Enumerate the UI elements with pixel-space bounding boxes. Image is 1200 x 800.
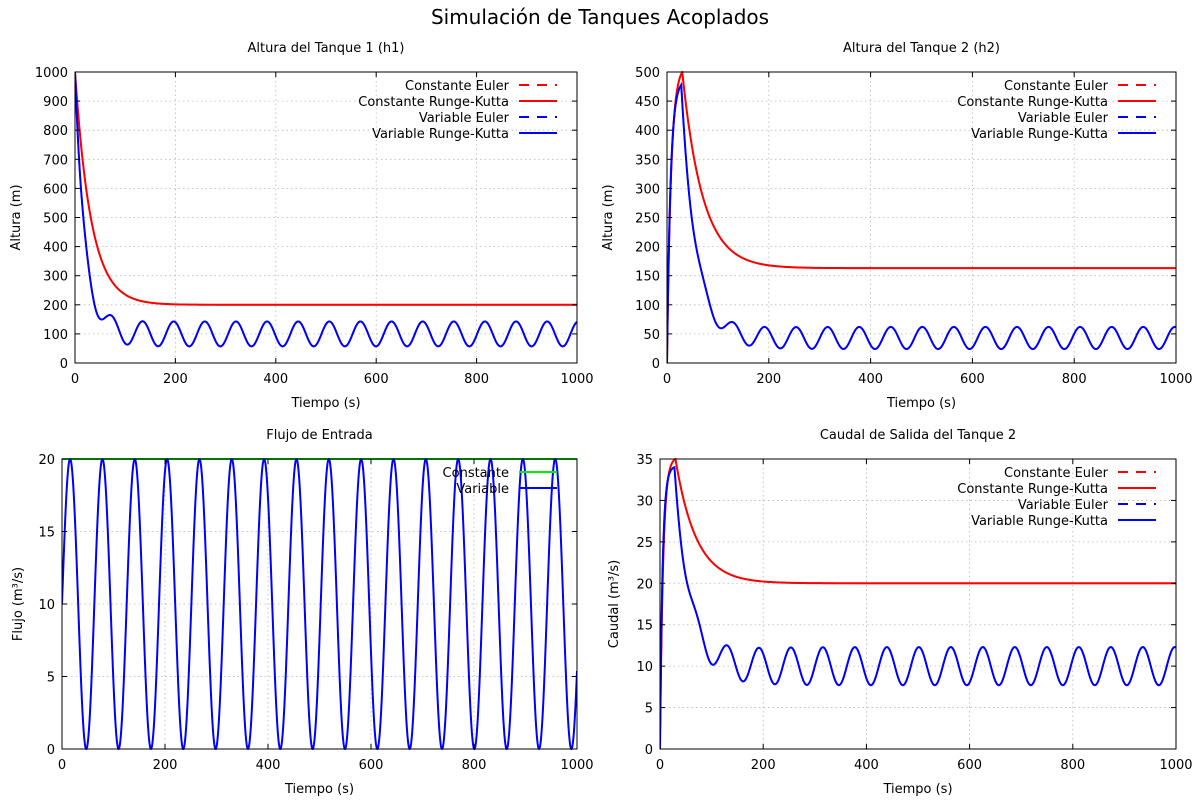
x-tick-label: 200 xyxy=(751,758,776,773)
y-tick-label: 0 xyxy=(47,743,55,758)
legend-label: Variable Runge-Kutta xyxy=(372,127,509,142)
y-tick-label: 0 xyxy=(60,357,68,372)
x-axis-label: Tiempo (s) xyxy=(882,782,952,797)
x-tick-label: 200 xyxy=(756,372,781,387)
panel-title: Altura del Tanque 2 (h2) xyxy=(843,41,1000,56)
x-tick-label: 400 xyxy=(858,372,883,387)
y-tick-label: 25 xyxy=(636,536,653,551)
x-tick-label: 0 xyxy=(663,372,671,387)
legend-label: Constante Euler xyxy=(405,79,510,94)
y-tick-label: 100 xyxy=(43,328,68,343)
x-tick-label: 400 xyxy=(854,758,879,773)
legend-label: Constante xyxy=(443,466,509,481)
y-tick-label: 50 xyxy=(643,328,660,343)
y-tick-label: 200 xyxy=(43,299,68,314)
x-tick-label: 800 xyxy=(1060,758,1085,773)
chart-panel-2: 0 200 400 600 800 1000 0 50 100 150 200 250 300 350 40… xyxy=(601,41,1193,411)
legend-label: Constante Euler xyxy=(1004,79,1109,94)
y-tick-label: 30 xyxy=(636,494,653,509)
y-tick-label: 900 xyxy=(43,95,68,110)
x-tick-label: 0 xyxy=(71,372,79,387)
x-tick-label: 200 xyxy=(153,758,178,773)
chart-panel-3: 0 200 400 600 800 1000 0 5 10 15 20 Flujo de Entrad… xyxy=(11,428,594,797)
y-tick-label: 500 xyxy=(635,66,660,81)
x-tick-label: 800 xyxy=(464,372,489,387)
y-tick-label: 500 xyxy=(43,212,68,227)
y-tick-label: 400 xyxy=(43,241,68,256)
x-tick-label: 0 xyxy=(58,758,66,773)
series-line-variable-runge-kutta xyxy=(75,71,577,348)
x-tick-label: 1000 xyxy=(560,758,593,773)
x-axis-label: Tiempo (s) xyxy=(290,396,360,411)
y-axis-label: Flujo (m³/s) xyxy=(11,567,26,641)
y-tick-label: 10 xyxy=(38,598,55,613)
panel-title: Altura del Tanque 1 (h1) xyxy=(248,41,405,56)
y-tick-label: 100 xyxy=(635,299,660,314)
x-axis-label: Tiempo (s) xyxy=(284,782,354,797)
y-tick-label: 15 xyxy=(636,619,653,634)
y-tick-label: 700 xyxy=(43,153,68,168)
y-tick-label: 250 xyxy=(635,212,660,227)
y-tick-label: 350 xyxy=(635,153,660,168)
legend-label: Variable Euler xyxy=(419,111,510,126)
plot-frame xyxy=(659,458,1177,750)
x-tick-label: 600 xyxy=(359,758,384,773)
legend-label: Variable Runge-Kutta xyxy=(971,514,1108,529)
legend-label: Variable Euler xyxy=(1018,498,1109,513)
series-line-variable-runge-kutta xyxy=(667,81,1176,364)
x-tick-label: 200 xyxy=(163,372,188,387)
y-axis-label: Altura (m) xyxy=(601,184,616,250)
panel-title: Flujo de Entrada xyxy=(266,428,373,443)
y-tick-label: 600 xyxy=(43,182,68,197)
y-tick-label: 5 xyxy=(645,702,653,717)
y-tick-label: 150 xyxy=(635,270,660,285)
y-axis-label: Altura (m) xyxy=(9,184,24,250)
y-tick-label: 15 xyxy=(38,526,55,541)
y-tick-label: 5 xyxy=(47,671,55,686)
y-tick-label: 450 xyxy=(635,95,660,110)
y-tick-label: 10 xyxy=(636,660,653,675)
legend-label: Constante Euler xyxy=(1004,466,1109,481)
y-tick-label: 300 xyxy=(635,182,660,197)
x-tick-label: 800 xyxy=(1062,372,1087,387)
y-tick-label: 0 xyxy=(645,743,653,758)
legend-label: Variable Runge-Kutta xyxy=(971,127,1108,142)
y-tick-label: 800 xyxy=(43,124,68,139)
series-line-constante-runge-kutta xyxy=(667,71,1176,364)
series-line-constante-runge-kutta xyxy=(75,71,577,306)
y-tick-label: 300 xyxy=(43,270,68,285)
y-tick-label: 35 xyxy=(636,453,653,468)
y-tick-label: 200 xyxy=(635,241,660,256)
panel-title: Caudal de Salida del Tanque 2 xyxy=(820,428,1016,443)
x-tick-label: 400 xyxy=(263,372,288,387)
x-tick-label: 600 xyxy=(960,372,985,387)
y-tick-label: 0 xyxy=(652,357,660,372)
y-axis-label: Caudal (m³/s) xyxy=(607,560,622,648)
series-line-variable xyxy=(62,458,577,750)
x-tick-label: 0 xyxy=(656,758,664,773)
x-tick-label: 600 xyxy=(364,372,389,387)
figure-title: Simulación de Tanques Acoplados xyxy=(431,5,769,29)
legend-label: Constante Runge-Kutta xyxy=(358,95,509,110)
series-line-constante-runge-kutta xyxy=(660,458,1176,750)
x-tick-label: 600 xyxy=(957,758,982,773)
legend-label: Variable xyxy=(456,482,509,497)
chart-panel-1: 0 200 400 600 800 1000 0 100 200 300 400 500 600 700 8… xyxy=(9,41,594,411)
legend-label: Constante Runge-Kutta xyxy=(957,95,1108,110)
y-tick-label: 1000 xyxy=(35,66,68,81)
x-tick-label: 1000 xyxy=(560,372,593,387)
chart-panel-4: 0 200 400 600 800 1000 0 5 10 15 20 25 30 35 Caudal de… xyxy=(607,428,1193,797)
y-tick-label: 20 xyxy=(38,453,55,468)
x-axis-label: Tiempo (s) xyxy=(886,396,956,411)
legend-label: Variable Euler xyxy=(1018,111,1109,126)
x-tick-label: 1000 xyxy=(1159,758,1192,773)
series-line-variable-runge-kutta xyxy=(660,465,1176,750)
y-tick-label: 400 xyxy=(635,124,660,139)
x-tick-label: 800 xyxy=(462,758,487,773)
x-tick-label: 1000 xyxy=(1159,372,1192,387)
y-tick-label: 20 xyxy=(636,577,653,592)
x-tick-label: 400 xyxy=(256,758,281,773)
legend-label: Constante Runge-Kutta xyxy=(957,482,1108,497)
